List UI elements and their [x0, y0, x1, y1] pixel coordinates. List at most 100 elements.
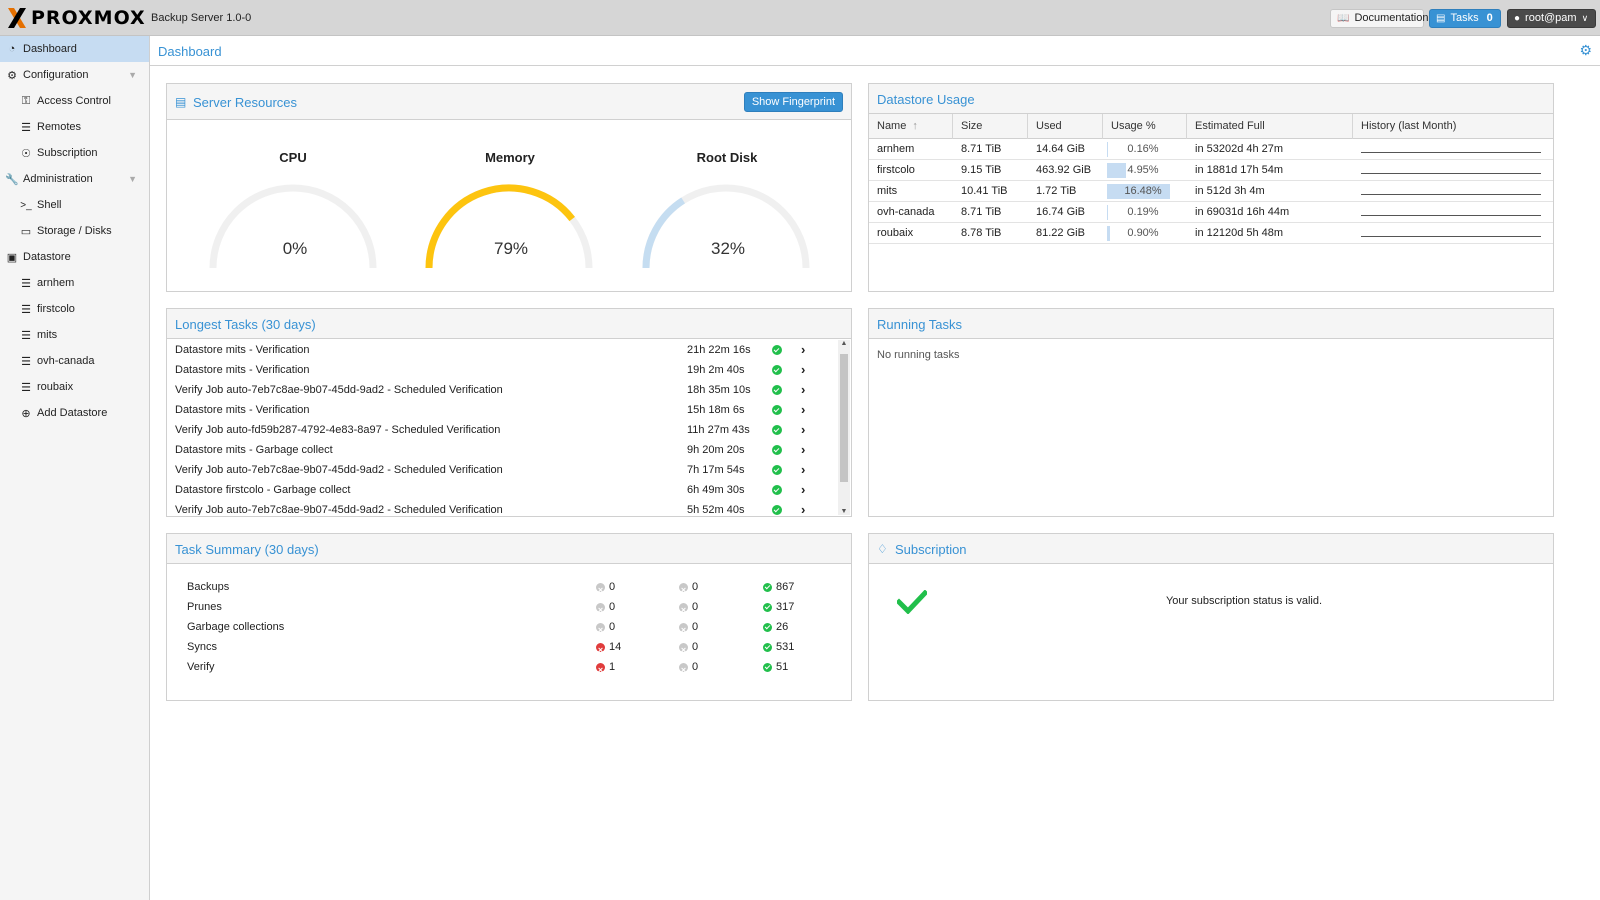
collapse-caret-icon[interactable]: ▼ — [128, 70, 137, 80]
error-count-cell[interactable]: 0 — [596, 597, 615, 620]
sidebar-item-configuration[interactable]: ⚙ Configuration ▼ — [0, 62, 149, 88]
error-count-cell[interactable]: 0 — [596, 577, 615, 600]
scroll-down-icon[interactable]: ▼ — [840, 508, 848, 515]
task-row[interactable]: Verify Job auto-7eb7c8ae-9b07-45dd-9ad2 … — [167, 380, 823, 400]
task-row[interactable]: Datastore mits - Garbage collect 9h 20m 2… — [167, 440, 823, 460]
table-row[interactable]: mits 10.41 TiB 1.72 TiB 16.48% in 512d 3h 4m — [869, 181, 1553, 202]
sidebar-item-remotes[interactable]: ☰ Remotes — [0, 114, 149, 140]
list-icon: ▤ — [1436, 13, 1446, 24]
error-count-cell[interactable]: 0 — [596, 617, 615, 640]
cpu-gauge-label: CPU — [279, 150, 307, 165]
task-row[interactable]: Verify Job auto-fd59b287-4792-4e83-8a97 … — [167, 420, 823, 440]
sidebar-item-label: Access Control — [37, 95, 111, 107]
status-ok-icon — [772, 505, 782, 515]
error-count-cell[interactable]: 14 — [596, 637, 621, 660]
summary-row[interactable]: Backups 0 0 867 — [167, 577, 837, 600]
tasks-button[interactable]: ▤ Tasks 0 — [1429, 9, 1501, 28]
sidebar-item-access-control[interactable]: ⚿ Access Control — [0, 88, 149, 114]
warning-count-cell[interactable]: 0 — [679, 577, 698, 600]
ok-count-cell[interactable]: 867 — [763, 577, 794, 597]
task-duration: 5h 52m 40s — [687, 504, 745, 515]
summary-row[interactable]: Prunes 0 0 317 — [167, 597, 837, 620]
sidebar-item-dashboard[interactable]: ◔ Dashboard — [0, 36, 149, 62]
panel-header: Longest Tasks (30 days) — [167, 309, 851, 339]
ok-status-icon — [763, 642, 772, 652]
chevron-right-icon[interactable]: › — [801, 442, 806, 457]
warning-count-cell[interactable]: 0 — [679, 657, 698, 680]
panel-title: Running Tasks — [877, 317, 963, 332]
table-row[interactable]: roubaix 8.78 TiB 81.22 GiB 0.90% in 12120d 5… — [869, 223, 1553, 244]
sidebar-item-label: Storage / Disks — [37, 225, 112, 237]
warning-count-cell[interactable]: 0 — [679, 597, 698, 620]
table-row[interactable]: ovh-canada 8.71 TiB 16.74 GiB 0.19% in 69031… — [869, 202, 1553, 223]
ok-count-cell[interactable]: 317 — [763, 597, 794, 617]
task-row[interactable]: Datastore mits - Verification 19h 2m 40s › — [167, 360, 823, 380]
chevron-right-icon[interactable]: › — [801, 502, 806, 515]
column-header-history[interactable]: History (last Month) — [1361, 120, 1457, 132]
ok-count-cell[interactable]: 51 — [763, 657, 788, 677]
sidebar-item-shell[interactable]: >_ Shell — [0, 192, 149, 218]
usage-text: 4.95% — [1127, 164, 1159, 176]
task-row[interactable]: Datastore mits - Verification 15h 18m 6s › — [167, 400, 823, 420]
column-header-used[interactable]: Used — [1028, 114, 1103, 139]
ok-count-cell[interactable]: 531 — [763, 637, 794, 657]
task-row[interactable]: Datastore firstcolo - Garbage collect 6h … — [167, 480, 823, 500]
chevron-right-icon[interactable]: › — [801, 382, 806, 397]
ok-count-cell[interactable]: 26 — [763, 617, 788, 637]
show-fingerprint-button[interactable]: Show Fingerprint — [743, 92, 843, 112]
chevron-right-icon[interactable]: › — [801, 362, 806, 377]
summary-row[interactable]: Syncs 14 0 531 — [167, 637, 837, 660]
warning-count-cell[interactable]: 0 — [679, 617, 698, 640]
task-summary-table: Backups 0 0 867 Prunes 0 0 317 Garbage collectio… — [167, 577, 851, 687]
scroll-up-icon[interactable]: ▲ — [840, 340, 848, 347]
chevron-right-icon[interactable]: › — [801, 462, 806, 477]
panel-header: Running Tasks — [869, 309, 1553, 339]
summary-label: Garbage collections — [187, 621, 285, 633]
sidebar-item-datastore[interactable]: ▣ Datastore — [0, 244, 149, 270]
summary-row[interactable]: Garbage collections 0 0 26 — [167, 617, 837, 640]
task-row[interactable]: Datastore mits - Verification 21h 22m 16s… — [167, 340, 823, 360]
table-row[interactable]: firstcolo 9.15 TiB 463.92 GiB 4.95% in 1881d… — [869, 160, 1553, 181]
user-menu-button[interactable]: ● root@pam ∨ — [1507, 9, 1596, 28]
root-disk-gauge-label: Root Disk — [696, 150, 758, 165]
sidebar-item-firstcolo[interactable]: ☰ firstcolo — [0, 296, 149, 322]
empty-state-text: No running tasks — [877, 349, 960, 361]
task-row[interactable]: Verify Job auto-7eb7c8ae-9b07-45dd-9ad2 … — [167, 500, 823, 515]
chevron-right-icon[interactable]: › — [801, 422, 806, 437]
longest-tasks-list[interactable]: Datastore mits - Verification 21h 22m 16s… — [167, 340, 837, 515]
sidebar-item-mits[interactable]: ☰ mits — [0, 322, 149, 348]
database-icon: ☰ — [21, 381, 31, 394]
column-header-estimated-full[interactable]: Estimated Full — [1187, 114, 1353, 139]
sidebar-item-administration[interactable]: 🔧 Administration ▼ — [0, 166, 149, 192]
documentation-button[interactable]: 📖 Documentation — [1330, 9, 1428, 28]
summary-row[interactable]: Verify 1 0 51 — [167, 657, 837, 680]
sidebar-item-storage-disks[interactable]: ▭ Storage / Disks — [0, 218, 149, 244]
sidebar: ◔ Dashboard ⚙ Configuration ▼ ⚿ Access C… — [0, 36, 150, 900]
sidebar-item-subscription[interactable]: ☉ Subscription — [0, 140, 149, 166]
product-version: Backup Server 1.0-0 — [151, 12, 252, 24]
cell-used: 14.64 GiB — [1036, 143, 1085, 155]
chevron-right-icon[interactable]: › — [801, 342, 806, 357]
task-row[interactable]: Verify Job auto-7eb7c8ae-9b07-45dd-9ad2 … — [167, 460, 823, 480]
chevron-right-icon[interactable]: › — [801, 482, 806, 497]
column-header-usage[interactable]: Usage % — [1103, 114, 1187, 139]
warning-count-cell[interactable]: 0 — [679, 637, 698, 660]
error-count-cell[interactable]: 1 — [596, 657, 615, 680]
support-icon: ☉ — [21, 147, 31, 160]
chevron-down-icon: ∨ — [1581, 13, 1589, 23]
sidebar-item-roubaix[interactable]: ☰ roubaix — [0, 374, 149, 400]
column-header-size[interactable]: Size — [953, 114, 1028, 139]
sidebar-item-ovh-canada[interactable]: ☰ ovh-canada — [0, 348, 149, 374]
sidebar-item-label: firstcolo — [37, 303, 75, 315]
table-row[interactable]: arnhem 8.71 TiB 14.64 GiB 0.16% in 53202d 4h… — [869, 139, 1553, 160]
scrollbar-thumb[interactable] — [840, 354, 848, 482]
gear-icon[interactable]: ⚙ — [1579, 42, 1592, 58]
logo-text: PROXMOX — [31, 7, 146, 29]
sidebar-item-arnhem[interactable]: ☰ arnhem — [0, 270, 149, 296]
column-header-name[interactable]: Name ↑ — [869, 114, 953, 139]
database-icon: ☰ — [21, 277, 31, 290]
chevron-right-icon[interactable]: › — [801, 402, 806, 417]
collapse-caret-icon[interactable]: ▼ — [128, 174, 137, 184]
scrollbar[interactable]: ▲ ▼ — [838, 340, 850, 515]
sidebar-item-add-datastore[interactable]: ⊕ Add Datastore — [0, 400, 149, 426]
